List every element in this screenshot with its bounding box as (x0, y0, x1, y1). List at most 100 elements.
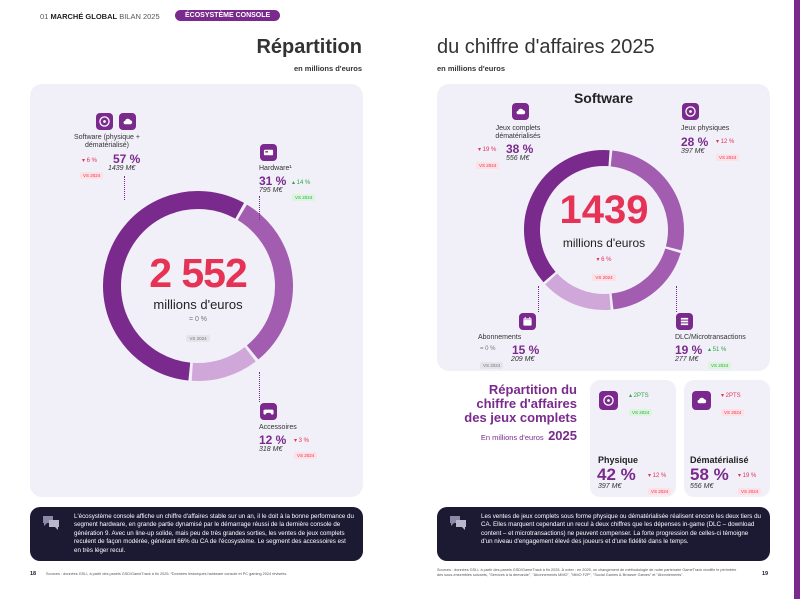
demat-card-pct: 58 % (690, 465, 729, 484)
demat-segment-value: 556 M€ (506, 155, 530, 162)
demat-card-label: Dématérialisé (690, 455, 749, 465)
header-section: 01 MARCHÉ GLOBAL BILAN 2025 (40, 12, 160, 21)
jeux-demat-arc (524, 150, 610, 283)
abonnements-segment-value: 209 M€ (511, 356, 535, 363)
page-title-left: Répartition (256, 36, 362, 58)
physique-card-vs: VS 2024 (629, 409, 653, 416)
console-icon (260, 144, 277, 161)
sources-right: Sources : données GSLI, à partir des pan… (437, 568, 737, 577)
physique-card-vs2-wrap: VS 2024 (648, 480, 672, 498)
demat-card-vs-wrap: VS 2024 (721, 401, 745, 419)
section-number: 01 (40, 12, 49, 21)
accessoires-segment-vs-wrap: VS 2024 (294, 444, 318, 462)
demat-card-vs2: VS 2024 (738, 488, 762, 495)
note-left: L'écosystème console affiche un chiffre … (30, 507, 363, 561)
physique-card-vs2: VS 2024 (648, 488, 672, 495)
physique-segment-label: Jeux physiques (681, 125, 730, 132)
repartition-title: Répartition du chiffre d'affaires des je… (437, 383, 577, 425)
left-donut-segments (103, 191, 293, 381)
right-edge-bar (794, 0, 800, 599)
software-segment-pct: 57 % (113, 152, 141, 166)
demat-card-vs2-wrap: VS 2024 (738, 480, 762, 498)
left-donut-vs: VS 2024 (186, 335, 210, 342)
demat-segment-pct: 38 % (506, 142, 534, 156)
hardware-segment-label: Hardware¹ (259, 165, 292, 172)
hardware-segment-vs-wrap: VS 2024 (292, 186, 316, 204)
software-segment-delta: ▾ 6 % (82, 158, 98, 164)
physique-segment-value: 397 M€ (681, 148, 705, 155)
dlc-leader-line (676, 286, 677, 312)
left-donut-card (30, 84, 363, 497)
abonnements-segment-pct: 15 % (512, 343, 540, 357)
chat-icon (42, 515, 60, 535)
chat-icon (449, 515, 467, 535)
cloud-icon (119, 113, 136, 130)
sources-left: Sources : données GSLI, à partir des pan… (46, 572, 288, 576)
left-donut-total: 2 552 (149, 250, 248, 296)
accessoires-segment-label: Accessoires (259, 424, 297, 431)
accessoires-leader-line (259, 372, 260, 402)
hardware-segment-value: 795 M€ (259, 187, 283, 194)
software-leader-line (124, 176, 125, 200)
gamepad-icon (260, 403, 277, 420)
software-donut-chart (524, 150, 684, 310)
left-donut-chart (103, 191, 293, 381)
jeux-physiques-arc (610, 150, 684, 251)
software-arc (103, 191, 245, 381)
physique-segment-pct: 28 % (681, 135, 709, 149)
repartition-title-line2: chiffre d'affaires (476, 396, 577, 411)
physique-card-delta: ▴ 2PTS (629, 393, 649, 399)
software-card-title: Software (573, 90, 634, 106)
physique-segment-vs-wrap: VS 2024 (716, 146, 740, 164)
accessoires-segment-vs: VS 2024 (294, 452, 318, 459)
disc-icon (682, 103, 699, 120)
physique-segment-vs: VS 2024 (716, 154, 740, 161)
physique-card-vs-wrap: VS 2024 (629, 401, 653, 419)
unit-left: en millions d'euros (293, 64, 362, 73)
accessoires-segment-delta: ▾ 3 % (294, 438, 310, 444)
note-left-text: L'écosystème console affiche un chiffre … (74, 513, 354, 554)
physique-card-value: 397 M€ (598, 483, 622, 490)
software-total: 1439 (559, 188, 649, 232)
physique-card-delta2: ▾ 12 % (648, 473, 667, 479)
note-right-text: Les ventes de jeux complets sous forme p… (481, 513, 761, 546)
disc-icon (599, 391, 618, 410)
demat-card-delta2: ▾ 19 % (738, 473, 757, 479)
hardware-leader-line (259, 196, 260, 220)
note-right: Les ventes de jeux complets sous forme p… (437, 507, 770, 561)
software-unit: millions d'euros (562, 236, 646, 250)
dlc-segment-label: DLC/Microtransactions (675, 334, 746, 341)
hardware-arc (237, 204, 293, 360)
physique-card-label: Physique (598, 455, 639, 465)
software-segment-label: Software (physique + dématérialisé) (74, 134, 140, 149)
left-donut-unit: millions d'euros (153, 297, 243, 312)
page-number-left: 18 (30, 571, 37, 577)
dlc-segment-vs-wrap: VS 2024 (708, 354, 732, 372)
section-title: MARCHÉ GLOBAL (50, 12, 118, 21)
dlc-segment-value: 277 M€ (675, 356, 699, 363)
repartition-title-line1: Répartition du (488, 382, 577, 397)
software-donut-segments (524, 150, 684, 310)
demat-segment-delta: ▾ 19 % (478, 147, 497, 153)
repartition-unit: En millions d'euros (480, 433, 544, 442)
physique-segment-delta: ▾ 12 % (716, 139, 735, 145)
accessoires-segment-value: 318 M€ (259, 446, 283, 453)
software-segment-value: 1439 M€ (108, 165, 136, 172)
demat-segment-label: Jeux complets dématérialisés (495, 125, 541, 140)
physique-card-pct: 42 % (597, 465, 636, 484)
hardware-segment-vs: VS 2024 (292, 194, 316, 201)
demat-segment-vs: VS 2024 (476, 162, 500, 169)
accessoires-arc (191, 346, 256, 381)
dlc-arc (611, 248, 681, 310)
repartition-title-line3: des jeux complets (464, 410, 577, 425)
left-donut-delta: = 0 % (188, 316, 208, 323)
accessoires-segment-pct: 12 % (259, 433, 287, 447)
demat-card-vs: VS 2024 (721, 409, 745, 416)
software-delta: ▾ 6 % (596, 257, 612, 263)
hardware-segment-pct: 31 % (259, 174, 287, 188)
repartition-unit-row: En millions d'euros 2025 (437, 427, 577, 445)
dlc-segment-delta: ▴ 51 % (708, 347, 727, 353)
page-number-right: 19 (762, 571, 769, 577)
calendar-icon (519, 313, 536, 330)
abonnements-arc (545, 273, 611, 310)
